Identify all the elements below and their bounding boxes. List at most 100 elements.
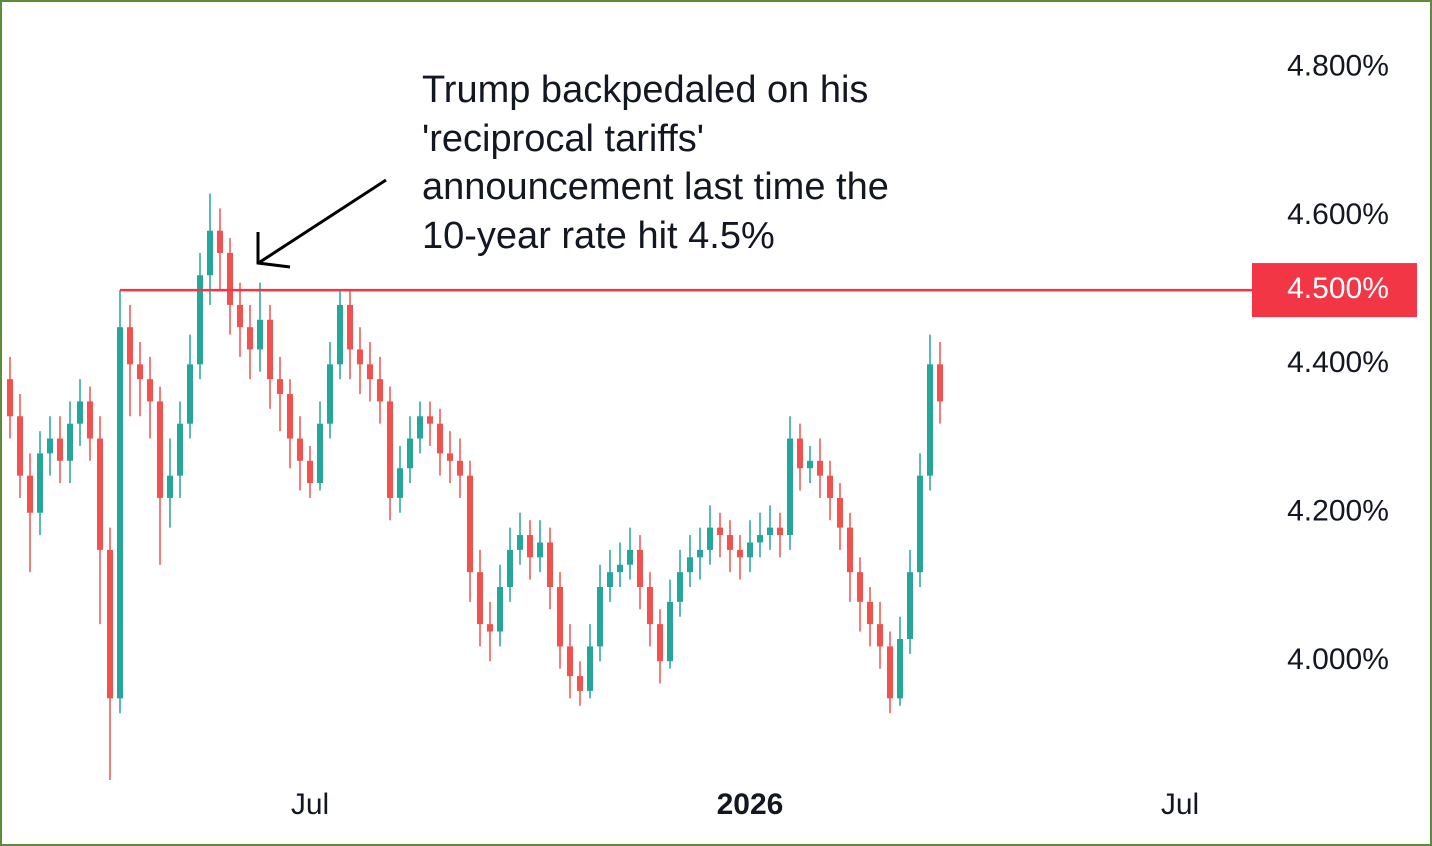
candle-body xyxy=(747,542,753,558)
candle-body xyxy=(207,230,213,276)
candle-body xyxy=(347,304,353,350)
candle-body xyxy=(677,572,683,602)
candle-body xyxy=(627,549,633,565)
candle-body xyxy=(807,460,813,469)
candle-body xyxy=(587,646,593,691)
candle-body xyxy=(167,475,173,498)
candle-body xyxy=(177,423,183,476)
candle-body xyxy=(427,416,433,424)
candle-body xyxy=(247,327,253,350)
candle-body xyxy=(57,438,63,461)
x-tick-label: 2026 xyxy=(717,788,784,821)
candle-body xyxy=(357,349,363,365)
reference-label: 4.500% xyxy=(1287,272,1389,305)
x-tick-label: Jul xyxy=(291,788,329,821)
candle-body xyxy=(457,460,463,476)
candle-body xyxy=(327,364,333,424)
candle-body xyxy=(697,549,703,558)
candle-body xyxy=(397,468,403,498)
candle-body xyxy=(487,624,493,632)
candle-body xyxy=(937,364,943,402)
candle-body xyxy=(137,364,143,380)
candle-body xyxy=(157,401,163,498)
candle-body xyxy=(117,327,123,699)
candle-body xyxy=(47,438,53,454)
candle-body xyxy=(617,564,623,573)
candle-body xyxy=(817,460,823,476)
candle-body xyxy=(637,549,643,587)
candle-body xyxy=(557,587,563,647)
candle-body xyxy=(97,438,103,550)
candle-body xyxy=(707,527,713,550)
candle-body xyxy=(857,572,863,602)
y-tick-label: 4.800% xyxy=(1287,49,1389,82)
candle-body xyxy=(737,549,743,558)
plot: 4.000% 4.200% 4.400% 4.600% 4.800% Jul 2026 Jul… xyxy=(7,49,1417,821)
candle-body xyxy=(67,423,73,461)
candle-body xyxy=(787,438,793,536)
candle-body xyxy=(537,542,543,558)
candle-body xyxy=(377,379,383,402)
candle-body xyxy=(87,401,93,439)
candle-body xyxy=(437,423,443,454)
candle-body xyxy=(197,275,203,365)
candle-body xyxy=(227,252,233,305)
candle-body xyxy=(277,379,283,394)
candle-body xyxy=(367,364,373,380)
annotation: Trump backpedaled on his 'reciprocal tar… xyxy=(256,69,889,269)
candle-body xyxy=(37,453,43,513)
candle-body xyxy=(257,319,263,350)
candle-body xyxy=(657,624,663,662)
arrow xyxy=(259,178,387,264)
candle-body xyxy=(17,416,23,476)
candle-body xyxy=(27,475,33,513)
candle-body xyxy=(767,527,773,536)
candle-body xyxy=(547,542,553,587)
candle-body xyxy=(877,624,883,647)
candle-body xyxy=(567,646,573,677)
candle-body xyxy=(187,364,193,424)
reference-label-bg xyxy=(1252,263,1417,318)
candle-body xyxy=(507,549,513,587)
candle-body xyxy=(337,304,343,365)
candle-body xyxy=(917,475,923,573)
y-tick-label: 4.000% xyxy=(1287,643,1389,676)
candle-body xyxy=(467,475,473,573)
candle-body xyxy=(887,646,893,699)
candle-body xyxy=(927,364,933,476)
candle-body xyxy=(387,401,393,498)
candle-body xyxy=(837,497,843,528)
candle-body xyxy=(757,535,763,543)
candle-body xyxy=(217,230,223,253)
candle-body xyxy=(687,557,693,573)
candle-body xyxy=(527,535,533,558)
candle-body xyxy=(297,438,303,461)
candle-body xyxy=(407,438,413,469)
candle-body xyxy=(667,601,673,662)
y-tick-label: 4.600% xyxy=(1287,198,1389,231)
annotation-line: 10-year rate hit 4.5% xyxy=(422,215,775,257)
candle-body xyxy=(907,572,913,639)
y-tick-label: 4.400% xyxy=(1287,346,1389,379)
candle-body xyxy=(147,379,153,402)
candle-body xyxy=(867,601,873,625)
annotation-line: announcement last time the xyxy=(422,166,889,208)
candle-body xyxy=(647,587,653,625)
candle-body xyxy=(727,535,733,550)
candle-body xyxy=(797,438,803,469)
candle-body xyxy=(287,394,293,439)
arrow-head xyxy=(256,232,291,269)
annotation-line: Trump backpedaled on his xyxy=(422,69,868,111)
candle-body xyxy=(417,416,423,439)
candle-body xyxy=(267,319,273,380)
candle-body xyxy=(7,379,13,417)
candle-body xyxy=(477,572,483,625)
x-tick-label: Jul xyxy=(1161,788,1199,821)
candle-body xyxy=(577,676,583,691)
candle-body xyxy=(77,401,83,424)
candle-body xyxy=(827,475,833,498)
candle-body xyxy=(517,535,523,550)
candle-body xyxy=(307,460,313,484)
